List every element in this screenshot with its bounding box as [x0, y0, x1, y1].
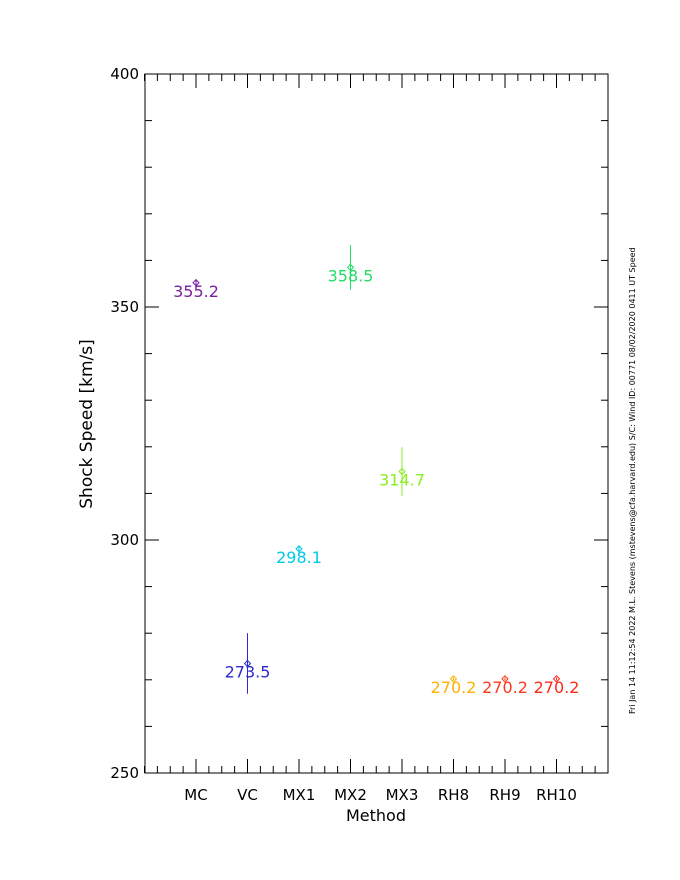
x-axis-label: Method	[346, 806, 406, 825]
y-tick-labels: 250 300 350 400	[110, 65, 139, 782]
diamond-marker	[192, 279, 200, 287]
data-point-rh8: 270.2	[431, 675, 477, 697]
diamond-marker	[295, 545, 303, 553]
x-tick-label: MX1	[283, 786, 316, 804]
data-point-mc: 355.2	[173, 279, 219, 301]
value-label: 270.2	[431, 678, 477, 697]
x-tick-label: RH10	[536, 786, 577, 804]
data-point-vc: 273.5	[225, 633, 271, 694]
data-points: 355.2 273.5 298.1 358.5 314.7 270.2 270.2 270.2	[173, 245, 579, 697]
value-label: 355.2	[173, 282, 219, 301]
data-point-mx1: 298.1	[276, 545, 322, 567]
diamond-marker	[243, 659, 252, 668]
side-info-text: Fri Jan 14 11:12:54 2022 M.L. Stevens (m…	[628, 247, 637, 714]
value-label: 273.5	[225, 662, 271, 681]
x-tick-label: MX3	[386, 786, 419, 804]
x-tick-label: VC	[237, 786, 258, 804]
value-label: 314.7	[379, 470, 425, 489]
y-axis-label: Shock Speed [km/s]	[77, 339, 97, 509]
diamond-marker	[501, 675, 509, 683]
plot-frame	[144, 73, 609, 774]
x-tick-labels: MC VC MX1 MX2 MX3 RH8 RH9 RH10	[184, 786, 577, 804]
value-label: 270.2	[534, 678, 580, 697]
y-tick-label: 350	[110, 298, 139, 316]
data-point-rh10: 270.2	[534, 675, 580, 697]
diamond-marker	[398, 467, 406, 476]
axis-ticks	[144, 73, 609, 774]
data-point-mx3: 314.7	[379, 447, 425, 496]
value-label: 358.5	[328, 266, 374, 285]
x-tick-label: RH8	[438, 786, 469, 804]
data-point-rh9: 270.2	[482, 675, 528, 697]
diamond-marker	[552, 675, 561, 683]
y-tick-label: 400	[110, 65, 139, 83]
y-tick-label: 300	[110, 531, 139, 549]
x-tick-label: MC	[184, 786, 207, 804]
diamond-marker	[449, 675, 458, 683]
data-point-mx2: 358.5	[328, 245, 374, 290]
x-tick-label: MX2	[334, 786, 367, 804]
diamond-marker	[346, 263, 355, 272]
y-tick-label: 250	[110, 764, 139, 782]
x-tick-label: RH9	[489, 786, 520, 804]
value-label: 270.2	[482, 678, 528, 697]
value-label: 298.1	[276, 548, 322, 567]
